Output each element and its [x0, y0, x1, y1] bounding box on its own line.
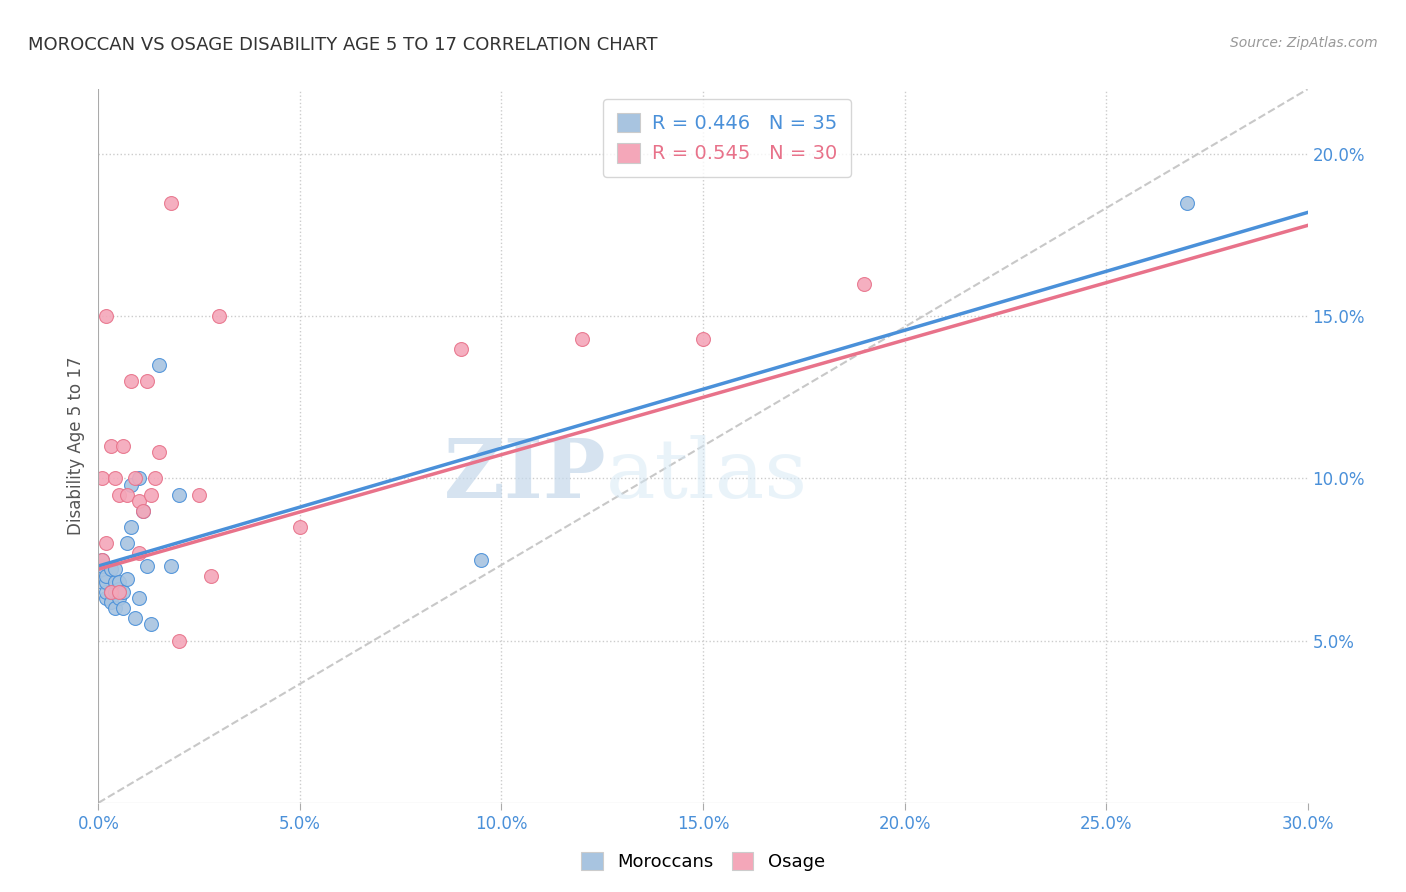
Point [103, 562, 125, 576]
Point [111, 439, 134, 453]
Point [107, 585, 129, 599]
Point [143, 471, 166, 485]
Point [200, 568, 222, 582]
Point [1175, 195, 1198, 210]
Point [188, 488, 211, 502]
Point [107, 488, 129, 502]
Point [91, 471, 114, 485]
Point [100, 585, 122, 599]
Text: Source: ZipAtlas.com: Source: ZipAtlas.com [1230, 36, 1378, 50]
Point [120, 520, 142, 534]
Point [96, 568, 118, 582]
Point [100, 439, 122, 453]
Point [450, 342, 472, 356]
Point [124, 471, 146, 485]
Point [128, 471, 150, 485]
Point [139, 617, 162, 632]
Text: ZIP: ZIP [444, 434, 606, 515]
Point [128, 591, 150, 606]
Point [100, 585, 122, 599]
Point [103, 585, 125, 599]
Point [288, 520, 311, 534]
Point [120, 374, 142, 388]
Point [470, 552, 492, 566]
Text: atlas: atlas [606, 434, 808, 515]
Point [135, 374, 157, 388]
Point [135, 559, 157, 574]
Point [571, 332, 593, 346]
Point [167, 488, 190, 502]
Point [91, 552, 114, 566]
Point [103, 471, 125, 485]
Point [167, 633, 190, 648]
Point [100, 562, 122, 576]
Point [111, 601, 134, 615]
Point [139, 488, 162, 502]
Point [132, 504, 155, 518]
Point [115, 536, 138, 550]
Point [107, 575, 129, 590]
Point [853, 277, 876, 291]
Y-axis label: Disability Age 5 to 17: Disability Age 5 to 17 [66, 357, 84, 535]
Point [160, 195, 183, 210]
Point [91, 559, 114, 574]
Point [103, 575, 125, 590]
Point [111, 585, 134, 599]
Point [148, 358, 170, 372]
Point [148, 445, 170, 459]
Legend: Moroccans, Osage: Moroccans, Osage [574, 846, 832, 879]
Point [120, 478, 142, 492]
Point [91, 562, 114, 576]
Point [132, 504, 155, 518]
Point [91, 552, 114, 566]
Point [128, 494, 150, 508]
Point [96, 591, 118, 606]
Point [160, 559, 183, 574]
Point [107, 582, 129, 596]
Point [692, 332, 714, 346]
Point [96, 536, 118, 550]
Point [96, 585, 118, 599]
Point [96, 575, 118, 590]
Point [115, 572, 138, 586]
Text: MOROCCAN VS OSAGE DISABILITY AGE 5 TO 17 CORRELATION CHART: MOROCCAN VS OSAGE DISABILITY AGE 5 TO 17… [28, 36, 658, 54]
Point [115, 488, 138, 502]
Point [100, 595, 122, 609]
Legend: R = 0.446   N = 35, R = 0.545   N = 30: R = 0.446 N = 35, R = 0.545 N = 30 [603, 99, 851, 177]
Point [103, 601, 125, 615]
Point [107, 591, 129, 606]
Point [128, 546, 150, 560]
Point [208, 310, 231, 324]
Point [91, 575, 114, 590]
Point [124, 611, 146, 625]
Point [96, 310, 118, 324]
